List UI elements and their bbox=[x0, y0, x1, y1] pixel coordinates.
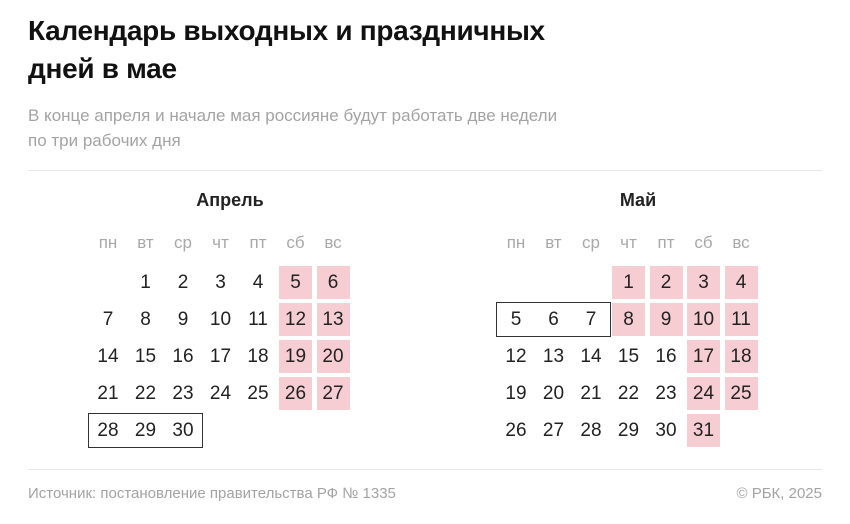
page-title: Календарь выходных и праздничных дней в … bbox=[28, 12, 545, 88]
day-cell: 17 bbox=[209, 346, 232, 367]
weekday-label: пн bbox=[506, 233, 526, 252]
day-cell: 27 bbox=[542, 420, 565, 441]
day-cell: 2 bbox=[177, 272, 189, 293]
day-cell-holiday: 4 bbox=[724, 266, 758, 299]
title-line-1: Календарь выходных и праздничных bbox=[28, 15, 545, 46]
day-cell-holiday: 3 bbox=[687, 266, 720, 299]
weekday-label: чт bbox=[212, 233, 229, 252]
day-cell: 30 bbox=[655, 420, 677, 441]
day-cell: 1 bbox=[140, 272, 151, 293]
title-line-2: дней в мае bbox=[28, 53, 177, 84]
day-cell: 15 bbox=[617, 346, 640, 367]
day-cell-holiday: 31 bbox=[687, 414, 720, 447]
day-cell: 23 bbox=[655, 383, 677, 404]
day-cell: 30 bbox=[172, 420, 194, 441]
weekday-label: вс bbox=[324, 233, 342, 252]
day-cell: 20 bbox=[542, 383, 565, 404]
day-cell: 15 bbox=[134, 346, 157, 367]
day-cell-holiday: 18 bbox=[724, 340, 758, 373]
day-cell-holiday: 2 bbox=[649, 266, 683, 299]
day-cell-holiday: 1 bbox=[612, 266, 645, 299]
day-cell: 28 bbox=[580, 420, 602, 441]
day-cell: 4 bbox=[252, 272, 264, 293]
copyright: © РБК, 2025 bbox=[736, 485, 822, 502]
day-cell: 10 bbox=[209, 309, 232, 330]
day-cell: 6 bbox=[548, 309, 559, 330]
weekday-label: пн bbox=[98, 233, 118, 252]
day-cell: 9 bbox=[177, 309, 189, 330]
source-note: Источник: постановление правительства РФ… bbox=[28, 485, 396, 502]
day-cell-holiday: 12 bbox=[279, 303, 312, 336]
day-cell: 12 bbox=[505, 346, 527, 367]
day-cell: 14 bbox=[97, 346, 119, 367]
day-cell-holiday: 20 bbox=[316, 340, 350, 373]
day-cell-holiday: 6 bbox=[316, 266, 350, 299]
weekday-label: чт bbox=[620, 233, 637, 252]
day-cell-holiday: 26 bbox=[279, 377, 312, 410]
day-cell: 22 bbox=[617, 383, 640, 404]
day-cell: 11 bbox=[248, 309, 268, 330]
day-cell: 14 bbox=[580, 346, 602, 367]
weekday-label: вт bbox=[137, 233, 154, 252]
day-cell-holiday: 19 bbox=[279, 340, 312, 373]
day-cell: 24 bbox=[209, 383, 232, 404]
weekday-label: пт bbox=[657, 233, 675, 252]
day-cell-holiday: 8 bbox=[612, 303, 645, 336]
day-cell: 25 bbox=[247, 383, 269, 404]
day-cell-holiday: 25 bbox=[724, 377, 758, 410]
month-name: Апрель bbox=[196, 190, 264, 210]
day-cell-holiday: 17 bbox=[687, 340, 720, 373]
day-cell: 19 bbox=[505, 383, 527, 404]
day-cell: 7 bbox=[585, 309, 597, 330]
day-cell-holiday: 13 bbox=[316, 303, 350, 336]
day-cell: 7 bbox=[102, 309, 114, 330]
day-cell-holiday: 27 bbox=[316, 377, 350, 410]
subtitle-line-2: по три рабочих дня bbox=[28, 131, 181, 150]
day-cell-holiday: 11 bbox=[724, 303, 758, 336]
day-cell: 22 bbox=[134, 383, 157, 404]
day-cell-holiday: 10 bbox=[687, 303, 720, 336]
day-cell: 16 bbox=[172, 346, 194, 367]
day-cell: 29 bbox=[134, 420, 157, 441]
subtitle-line-1: В конце апреля и начале мая россияне буд… bbox=[28, 106, 558, 125]
weekday-label: пт bbox=[249, 233, 267, 252]
day-cell: 8 bbox=[140, 309, 151, 330]
day-cell: 29 bbox=[617, 420, 640, 441]
working-days-box bbox=[88, 413, 203, 448]
day-cell: 21 bbox=[97, 383, 119, 404]
day-cell-holiday: 5 bbox=[279, 266, 312, 299]
day-cell: 21 bbox=[580, 383, 602, 404]
day-cell: 13 bbox=[542, 346, 565, 367]
weekday-label: ср bbox=[174, 233, 192, 252]
day-cell: 23 bbox=[172, 383, 194, 404]
day-cell: 5 bbox=[510, 309, 522, 330]
day-cell: 3 bbox=[215, 272, 226, 293]
subtitle: В конце апреля и начале мая россияне буд… bbox=[28, 103, 768, 153]
day-cell-holiday: 9 bbox=[649, 303, 683, 336]
day-cell: 26 bbox=[505, 420, 527, 441]
day-cell-holiday: 24 bbox=[687, 377, 720, 410]
day-cell: 18 bbox=[247, 346, 269, 367]
weekday-label: вс bbox=[732, 233, 750, 252]
weekday-label: сб bbox=[694, 233, 713, 252]
day-cell: 16 bbox=[655, 346, 677, 367]
divider-bottom bbox=[28, 469, 822, 470]
weekday-label: сб bbox=[286, 233, 305, 252]
working-days-box bbox=[496, 302, 611, 337]
divider-top bbox=[28, 170, 822, 171]
weekday-label: вт bbox=[545, 233, 562, 252]
month-name: Май bbox=[619, 190, 657, 210]
weekday-label: ср bbox=[582, 233, 600, 252]
day-cell: 28 bbox=[97, 420, 119, 441]
